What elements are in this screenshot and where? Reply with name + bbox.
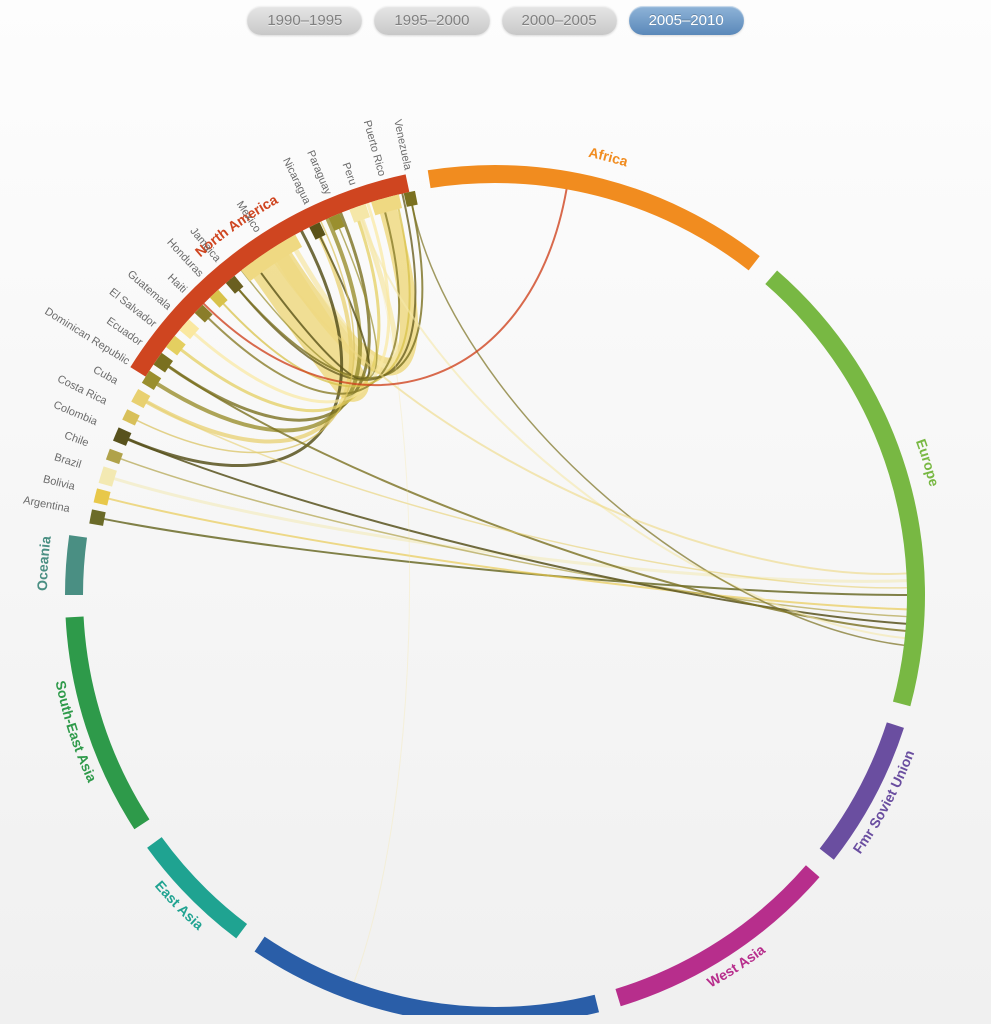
tab-1995-2000[interactable]: 1995–2000 xyxy=(374,6,489,35)
flow[interactable] xyxy=(129,439,906,623)
country-arc[interactable] xyxy=(106,449,123,464)
country-label: Chile xyxy=(63,430,91,450)
country-label: Bolivia xyxy=(42,473,77,493)
country-label: Haiti xyxy=(165,272,189,296)
flows xyxy=(104,189,907,982)
country-label: Peru xyxy=(340,161,359,187)
region-arc[interactable] xyxy=(765,270,925,706)
country-label: Cuba xyxy=(91,364,121,388)
flow[interactable] xyxy=(362,220,905,638)
country-arc[interactable] xyxy=(89,509,105,526)
country-arc[interactable] xyxy=(94,488,111,505)
region-label: Europe xyxy=(913,437,943,488)
country-label: Colombia xyxy=(52,399,100,429)
period-tabs: 1990–1995 1995–2000 2000–2005 2005–2010 xyxy=(0,0,991,35)
country-label: Brazil xyxy=(53,451,83,471)
region-arc[interactable] xyxy=(428,165,760,270)
region-label: Africa xyxy=(587,144,630,170)
tab-label: 2005–2010 xyxy=(649,12,724,29)
country-arc[interactable] xyxy=(122,409,140,425)
country-label: Venezuela xyxy=(391,118,414,172)
chord-diagram: North AmericaAfricaEuropeFmr Soviet Unio… xyxy=(0,35,991,1015)
tab-1990-1995[interactable]: 1990–1995 xyxy=(247,6,362,35)
country-label: Argentina xyxy=(22,494,71,515)
tab-label: 1995–2000 xyxy=(394,12,469,29)
region-arc[interactable] xyxy=(65,535,87,595)
region-arc[interactable] xyxy=(255,937,599,1015)
region-label: Oceania xyxy=(34,535,54,591)
tab-2005-2010[interactable]: 2005–2010 xyxy=(629,6,744,35)
country-arc[interactable] xyxy=(99,466,117,486)
country-arc[interactable] xyxy=(131,389,150,408)
tab-label: 1990–1995 xyxy=(267,12,342,29)
tab-label: 2000–2005 xyxy=(522,12,597,29)
country-label: Paraguay xyxy=(304,149,334,197)
country-label: Dominican Republic xyxy=(42,306,132,368)
tab-2000-2005[interactable]: 2000–2005 xyxy=(502,6,617,35)
country-arc[interactable] xyxy=(113,427,131,445)
country-label: Puerto Rico xyxy=(361,119,388,178)
country-label: Nicaragua xyxy=(280,156,313,207)
country-arc[interactable] xyxy=(404,191,418,207)
